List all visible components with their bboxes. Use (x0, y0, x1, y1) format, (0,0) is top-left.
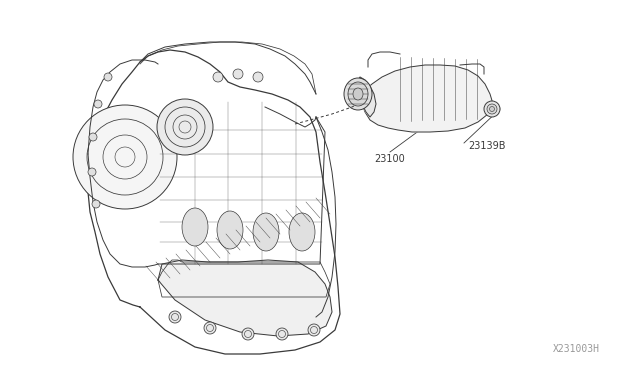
Ellipse shape (217, 211, 243, 249)
Circle shape (490, 106, 495, 112)
Ellipse shape (353, 88, 363, 100)
Polygon shape (158, 260, 332, 336)
Ellipse shape (344, 78, 372, 110)
Circle shape (308, 324, 320, 336)
Circle shape (88, 168, 96, 176)
Text: 23100: 23100 (374, 154, 405, 164)
Circle shape (204, 322, 216, 334)
Ellipse shape (253, 213, 279, 251)
Circle shape (233, 69, 243, 79)
Ellipse shape (289, 213, 315, 251)
Circle shape (213, 72, 223, 82)
Circle shape (276, 328, 288, 340)
Circle shape (94, 100, 102, 108)
Circle shape (157, 99, 213, 155)
Ellipse shape (182, 208, 208, 246)
Circle shape (253, 72, 263, 82)
Polygon shape (360, 65, 493, 132)
Circle shape (169, 311, 181, 323)
Circle shape (242, 328, 254, 340)
Circle shape (73, 105, 177, 209)
Ellipse shape (348, 82, 368, 106)
Text: X231003H: X231003H (553, 344, 600, 354)
Circle shape (89, 133, 97, 141)
Circle shape (104, 73, 112, 81)
Circle shape (487, 104, 497, 114)
Circle shape (92, 200, 100, 208)
Circle shape (484, 101, 500, 117)
Text: 23139B: 23139B (468, 141, 506, 151)
Polygon shape (356, 77, 376, 117)
